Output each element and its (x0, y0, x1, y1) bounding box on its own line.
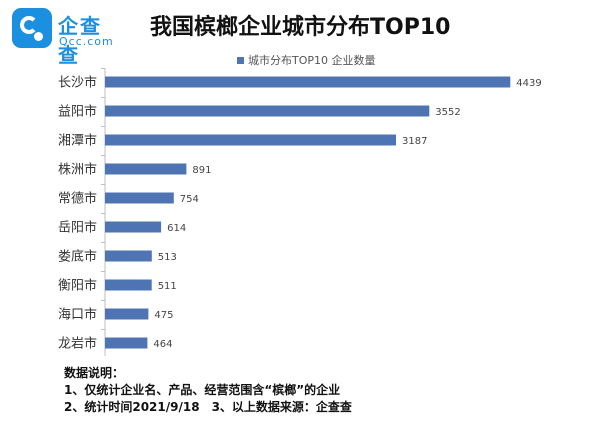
notes-line-1: 1、仅统计企业名、产品、经营范围含“槟榔”的企业 (64, 383, 341, 397)
data-label: 4439 (516, 78, 541, 89)
category-label: 海口市 (58, 307, 97, 323)
notes-heading: 数据说明： (64, 366, 125, 380)
bar-chart: 长沙市 4439 益阳市 3552 湘潭市 3187 株洲市 891 常德市 754 岳阳市 614 娄… (58, 68, 542, 356)
bar (105, 337, 148, 349)
logo: 企查查 Qcc.com (12, 8, 122, 67)
bar (105, 250, 152, 262)
data-label: 754 (180, 194, 199, 205)
bar (105, 134, 396, 146)
notes-line-2: 2、统计时间2021/9/18 3、以上数据来源：企查查 (64, 400, 352, 414)
data-label: 511 (158, 281, 177, 292)
category-label: 长沙市 (58, 75, 97, 91)
bar (105, 76, 511, 88)
category-label: 湘潭市 (58, 133, 97, 149)
category-label: 岳阳市 (58, 220, 97, 236)
data-label: 3552 (435, 107, 460, 118)
category-label: 龙岩市 (58, 336, 97, 352)
data-label: 475 (154, 310, 173, 321)
legend-swatch (237, 56, 244, 64)
data-label: 891 (192, 165, 211, 176)
bar (105, 221, 162, 233)
qcc-logo-icon (12, 8, 52, 48)
legend: 城市分布TOP10 企业数量 (237, 52, 376, 68)
category-label: 益阳市 (58, 104, 97, 120)
bar (105, 105, 430, 117)
logo-subtext: Qcc.com (59, 35, 114, 48)
bar (105, 192, 174, 204)
bar (105, 308, 149, 320)
bar (105, 163, 187, 175)
data-notes: 数据说明： 1、仅统计企业名、产品、经营范围含“槟榔”的企业 2、统计时间202… (64, 365, 352, 416)
logo-text: 企查查 (58, 14, 102, 67)
chart-title: 我国槟榔企业城市分布TOP10 (150, 15, 451, 40)
category-label: 株洲市 (58, 162, 97, 178)
data-label: 464 (153, 339, 172, 350)
bar (105, 279, 152, 291)
data-label: 513 (158, 252, 177, 263)
category-label: 娄底市 (58, 249, 97, 265)
data-label: 614 (167, 223, 186, 234)
legend-label: 城市分布TOP10 企业数量 (248, 54, 376, 67)
data-label: 3187 (402, 136, 427, 147)
category-label: 常德市 (58, 191, 97, 207)
category-label: 衡阳市 (58, 278, 97, 294)
